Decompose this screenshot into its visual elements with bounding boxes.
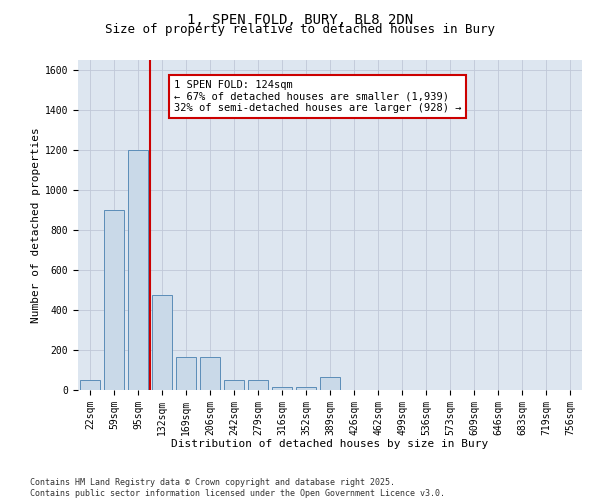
Bar [200, 357, 220, 390]
Text: 1, SPEN FOLD, BURY, BL8 2DN: 1, SPEN FOLD, BURY, BL8 2DN [187, 12, 413, 26]
X-axis label: Distribution of detached houses by size in Bury: Distribution of detached houses by size … [172, 439, 488, 449]
Bar [104, 210, 124, 390]
Bar [272, 387, 292, 390]
Bar [296, 387, 316, 390]
Text: 1 SPEN FOLD: 124sqm
← 67% of detached houses are smaller (1,939)
32% of semi-det: 1 SPEN FOLD: 124sqm ← 67% of detached ho… [174, 80, 461, 113]
Bar [320, 377, 340, 390]
Bar [176, 357, 196, 390]
Bar [152, 295, 172, 390]
Text: Size of property relative to detached houses in Bury: Size of property relative to detached ho… [105, 22, 495, 36]
Text: Contains HM Land Registry data © Crown copyright and database right 2025.
Contai: Contains HM Land Registry data © Crown c… [30, 478, 445, 498]
Bar [80, 380, 100, 390]
Y-axis label: Number of detached properties: Number of detached properties [31, 127, 41, 323]
Bar [224, 380, 244, 390]
Bar [248, 380, 268, 390]
Bar [128, 150, 148, 390]
